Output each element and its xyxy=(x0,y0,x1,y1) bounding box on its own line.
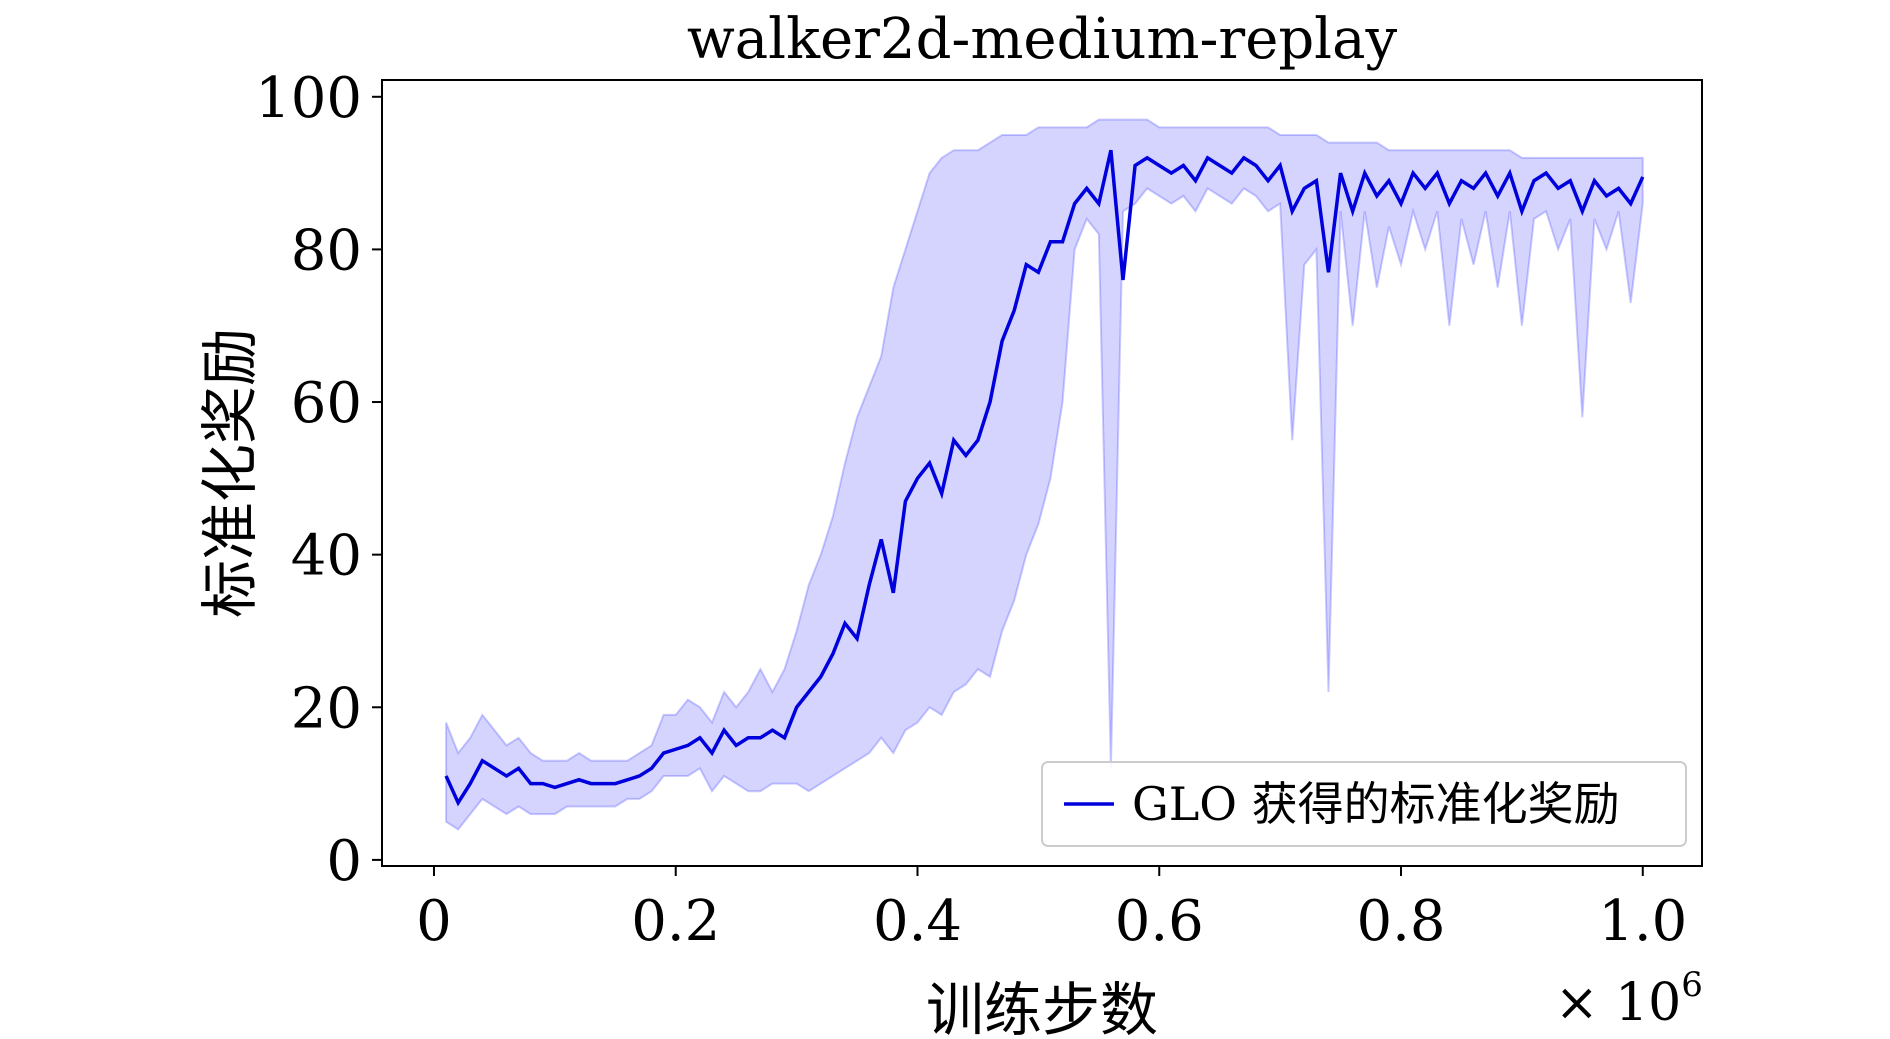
x-tick-label: 1.0 xyxy=(1598,889,1687,954)
x-tick-label: 0 xyxy=(416,889,452,954)
y-axis-label: 标准化奖励 xyxy=(196,328,264,618)
x-offset-exponent: 6 xyxy=(1681,965,1703,1005)
y-tick-label: 40 xyxy=(291,524,362,589)
x-axis-label: 训练步数 xyxy=(926,976,1158,1039)
legend-label: GLO 获得的标准化奖励 xyxy=(1132,777,1620,831)
chart-title: walker2d-medium-replay xyxy=(687,7,1398,72)
x-offset-label: × 106 xyxy=(1555,965,1703,1033)
y-tick-label: 80 xyxy=(291,218,362,283)
x-tick-label: 0.4 xyxy=(873,889,962,954)
confidence-band xyxy=(445,118,1644,831)
legend-box xyxy=(1041,761,1687,847)
x-offset-base: × 10 xyxy=(1555,973,1681,1033)
x-tick-label: 0.6 xyxy=(1115,889,1204,954)
line xyxy=(444,149,1645,807)
plot-frame xyxy=(381,79,1703,867)
y-tick-label: 60 xyxy=(291,371,362,436)
y-tick-label: 20 xyxy=(291,676,362,741)
y-tick-label: 0 xyxy=(326,829,362,894)
x-tick-label: 0.2 xyxy=(631,889,720,954)
x-tick-label: 0.8 xyxy=(1356,889,1445,954)
y-tick-label: 100 xyxy=(255,66,362,131)
